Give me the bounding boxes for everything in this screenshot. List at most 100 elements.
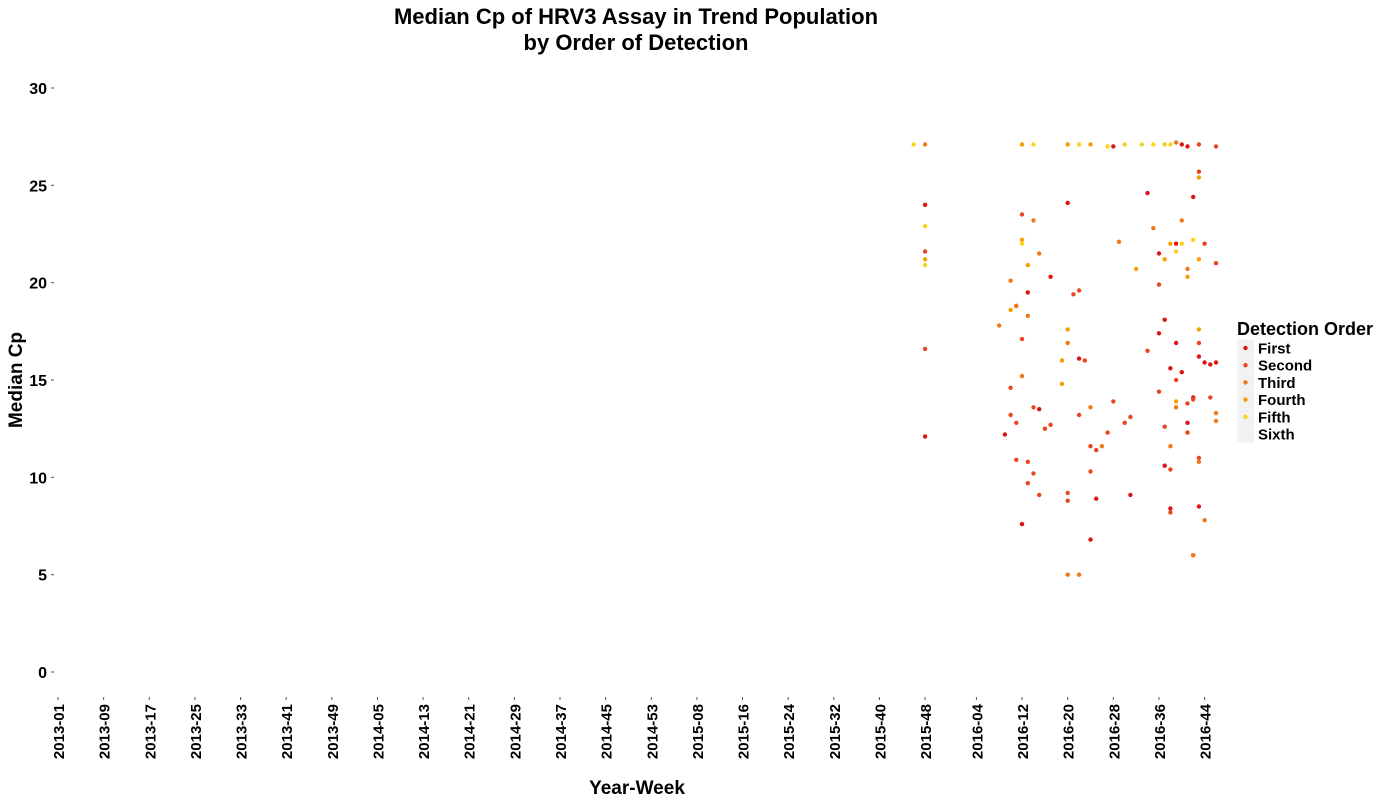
data-point xyxy=(1213,410,1219,416)
data-point xyxy=(1213,144,1219,149)
x-tick-label: 2015-16 xyxy=(736,704,753,759)
data-point xyxy=(1076,412,1082,418)
data-point xyxy=(1111,144,1116,149)
data-point xyxy=(911,142,916,147)
y-tick-label: 5 xyxy=(38,568,47,585)
data-point xyxy=(1019,237,1025,242)
x-tick-label: 2013-33 xyxy=(234,704,251,759)
data-point xyxy=(1019,336,1025,342)
data-point xyxy=(1076,356,1082,361)
data-point xyxy=(1202,241,1207,246)
x-tick-label: 2014-29 xyxy=(507,704,524,759)
x-tick-label: 2014-37 xyxy=(553,704,570,759)
legend-key xyxy=(1243,414,1248,419)
y-tick-label: 20 xyxy=(29,276,47,293)
data-point xyxy=(1156,389,1162,394)
data-point xyxy=(1025,481,1031,486)
x-tick-label: 2015-08 xyxy=(690,704,707,759)
data-point xyxy=(1191,553,1196,558)
data-point xyxy=(1076,572,1082,577)
data-point xyxy=(1168,510,1173,515)
data-point xyxy=(1065,340,1070,346)
data-point xyxy=(1048,422,1053,427)
data-point xyxy=(1168,467,1173,472)
legend-key xyxy=(1243,380,1248,385)
data-point xyxy=(1173,377,1179,383)
data-point xyxy=(1133,266,1139,272)
data-point xyxy=(1173,249,1179,254)
data-point xyxy=(1156,251,1162,256)
data-point xyxy=(1008,307,1013,313)
data-point xyxy=(1168,506,1173,511)
data-point xyxy=(1019,241,1025,246)
data-point xyxy=(1105,430,1110,435)
legend-key xyxy=(1243,345,1248,351)
data-point xyxy=(1008,385,1013,390)
data-point xyxy=(1076,142,1082,147)
x-tick-label: 2014-13 xyxy=(416,704,433,759)
data-point xyxy=(922,249,928,254)
x-tick-label: 2013-17 xyxy=(142,704,159,759)
legend-key xyxy=(1243,363,1248,368)
data-point xyxy=(1196,169,1202,174)
x-tick-label: 2013-41 xyxy=(279,704,296,759)
data-point xyxy=(1179,370,1185,375)
data-point xyxy=(1185,401,1190,406)
data-point xyxy=(1059,358,1065,363)
data-point xyxy=(1025,262,1031,268)
data-point xyxy=(1065,142,1070,147)
data-points xyxy=(911,140,1219,577)
data-point xyxy=(1025,313,1031,318)
data-point xyxy=(1088,142,1093,147)
data-point xyxy=(922,224,928,229)
data-point xyxy=(1139,142,1145,147)
data-point xyxy=(1002,432,1008,437)
x-tick-label: 2013-01 xyxy=(51,704,68,759)
data-point xyxy=(922,434,928,439)
data-point xyxy=(1059,381,1065,387)
legend-label: Sixth xyxy=(1258,427,1295,444)
data-point xyxy=(922,142,928,147)
data-point xyxy=(1031,142,1036,147)
data-point xyxy=(1162,317,1167,322)
data-point xyxy=(1196,459,1202,464)
data-point xyxy=(1173,140,1179,145)
legend-key xyxy=(1243,397,1248,402)
data-point xyxy=(1202,518,1207,523)
x-tick-label: 2015-24 xyxy=(781,703,798,759)
data-point xyxy=(1019,142,1025,147)
data-point xyxy=(1202,360,1207,365)
chart-title-line2: by Order of Detection xyxy=(524,30,749,55)
data-point xyxy=(1025,459,1031,464)
data-point xyxy=(1048,274,1053,279)
data-point xyxy=(1162,463,1167,468)
data-point xyxy=(1088,444,1093,449)
data-point xyxy=(1065,200,1070,206)
data-point xyxy=(1019,212,1025,217)
data-point xyxy=(1145,190,1150,196)
data-point xyxy=(1156,282,1162,287)
data-point xyxy=(1185,274,1190,279)
data-point xyxy=(1196,455,1202,461)
data-point xyxy=(1037,251,1042,256)
legend-label: Third xyxy=(1258,375,1296,392)
data-point xyxy=(1037,492,1042,498)
x-axis: 2013-01 2013-09 2013-17 2013-25 2013-33 2013-… xyxy=(51,697,1215,759)
x-tick-label: 2014-21 xyxy=(462,704,479,759)
x-tick-label: 2013-49 xyxy=(325,704,342,759)
y-tick-label: 0 xyxy=(38,665,47,682)
data-point xyxy=(922,202,928,207)
data-point xyxy=(1128,414,1133,420)
data-point xyxy=(1168,444,1173,449)
data-point xyxy=(1088,469,1093,474)
data-point xyxy=(1196,340,1202,346)
data-point xyxy=(1213,418,1219,424)
data-point xyxy=(1037,407,1042,412)
data-point xyxy=(1145,348,1150,353)
x-tick-label: 2014-05 xyxy=(370,704,387,759)
data-point xyxy=(1213,360,1219,365)
y-tick-label: 25 xyxy=(29,178,47,195)
data-point xyxy=(1014,303,1019,309)
data-point xyxy=(1162,142,1167,147)
data-point xyxy=(1173,340,1179,346)
